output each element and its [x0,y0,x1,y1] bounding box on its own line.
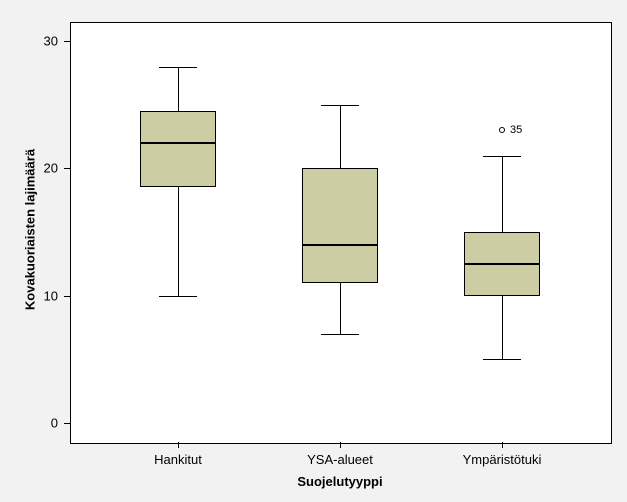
y-tick-label: 0 [0,415,58,430]
y-tick [64,168,70,169]
y-tick [64,423,70,424]
y-tick-label: 10 [0,288,58,303]
whisker [340,105,341,169]
x-tick [502,442,503,448]
y-tick [64,41,70,42]
whisker-cap [321,334,359,335]
median-line [302,244,378,246]
x-tick-label: Hankitut [154,452,202,467]
whisker [178,187,179,295]
whisker-cap [159,296,197,297]
whisker [502,156,503,232]
x-tick [340,442,341,448]
x-tick-label: Ympäristötuki [463,452,542,467]
median-line [140,142,216,144]
whisker [340,283,341,334]
outlier-label: 35 [510,124,522,136]
whisker [178,67,179,112]
y-tick [64,296,70,297]
whisker [502,296,503,360]
boxplot-chart: Kovakuoriaisten lajimäärä Suojelutyyppi … [0,0,627,502]
x-tick-label: YSA-alueet [307,452,373,467]
box [302,168,378,283]
whisker-cap [159,67,197,68]
whisker-cap [483,359,521,360]
y-tick-label: 20 [0,161,58,176]
whisker-cap [321,105,359,106]
x-axis-title: Suojelutyyppi [297,474,382,489]
x-tick [178,442,179,448]
outlier-point [499,127,505,133]
y-tick-label: 30 [0,34,58,49]
whisker-cap [483,156,521,157]
box [140,111,216,187]
median-line [464,263,540,265]
